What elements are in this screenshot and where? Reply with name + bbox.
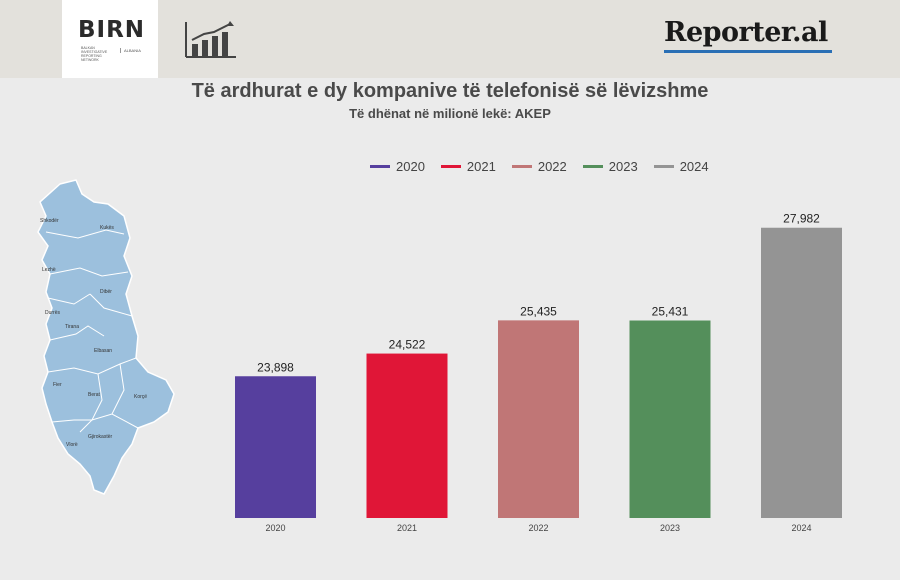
legend-item-2023: 2023 (582, 159, 638, 174)
bar-2020 (235, 376, 316, 518)
bar-2024 (761, 227, 842, 518)
bar-2022 (498, 320, 579, 518)
map-label-berat: Berat (88, 392, 101, 398)
legend-label: 2023 (608, 159, 638, 174)
reporter-logo: Reporter.al (664, 17, 828, 48)
map-label-gjirokaster: Gjirokastër (88, 434, 113, 440)
map-label-elbasan: Elbasan (94, 348, 112, 354)
x-tick-label: 2024 (791, 523, 811, 533)
legend-label: 2022 (537, 159, 567, 174)
value-label: 27,982 (783, 212, 820, 226)
map-label-tirana: Tirana (65, 324, 79, 330)
x-tick-label: 2020 (265, 523, 285, 533)
legend-label: 2021 (466, 159, 496, 174)
value-label: 23,898 (257, 360, 294, 374)
map-label-fier: Fier (53, 382, 62, 388)
legend-label: 2020 (396, 159, 425, 174)
map-label-vlore: Vlorë (66, 442, 78, 448)
bar-2021 (366, 353, 448, 518)
bar-chart-icon (185, 21, 236, 58)
legend-swatch (582, 165, 603, 168)
legend-item-2022: 2022 (511, 159, 567, 174)
map-label-durres: Durrës (45, 310, 61, 316)
value-label: 25,435 (520, 304, 557, 318)
legend-item-2021: 2021 (440, 159, 496, 174)
legend-item-2024: 2024 (653, 159, 709, 174)
legend-swatch (370, 165, 390, 168)
x-tick-label: 2021 (397, 523, 417, 533)
legend-label: 2024 (679, 159, 709, 174)
chart-subtitle: Të dhënat në milionë lekë: AKEP (349, 106, 551, 121)
map-label-lezhe: Lezhë (42, 267, 56, 273)
value-label: 24,522 (389, 338, 426, 352)
bar-2023 (629, 320, 711, 518)
birn-network-text: Balkan Investigative Reporting Network (81, 46, 108, 62)
chart-legend: 2020 2021 2022 2023 2024 (370, 159, 709, 174)
value-label: 25,431 (652, 305, 689, 319)
map-label-korce: Korçë (134, 394, 147, 400)
x-tick-label: 2023 (660, 523, 680, 533)
birn-country-text: Albania (120, 48, 141, 53)
chart-title: Të ardhurat e dy kompanive të telefonisë… (191, 80, 709, 102)
map-label-kukes: Kukës (100, 225, 114, 231)
albania-map: Shkodër Kukës Lezhë Dibër Durrës Tirana … (37, 179, 175, 495)
map-label-shkoder: Shkodër (40, 218, 59, 224)
birn-logo: BIRN Balkan Investigative Reporting Netw… (62, 0, 158, 78)
reporter-logo-underline (664, 50, 832, 53)
legend-item-2020: 2020 (370, 159, 425, 174)
x-tick-label: 2022 (528, 523, 548, 533)
birn-logo-text: BIRN (78, 17, 146, 43)
legend-swatch (440, 165, 461, 168)
legend-swatch (653, 165, 674, 168)
legend-swatch (511, 165, 532, 168)
header-bar: BIRN Balkan Investigative Reporting Netw… (0, 0, 900, 78)
map-label-diber: Dibër (100, 289, 112, 295)
